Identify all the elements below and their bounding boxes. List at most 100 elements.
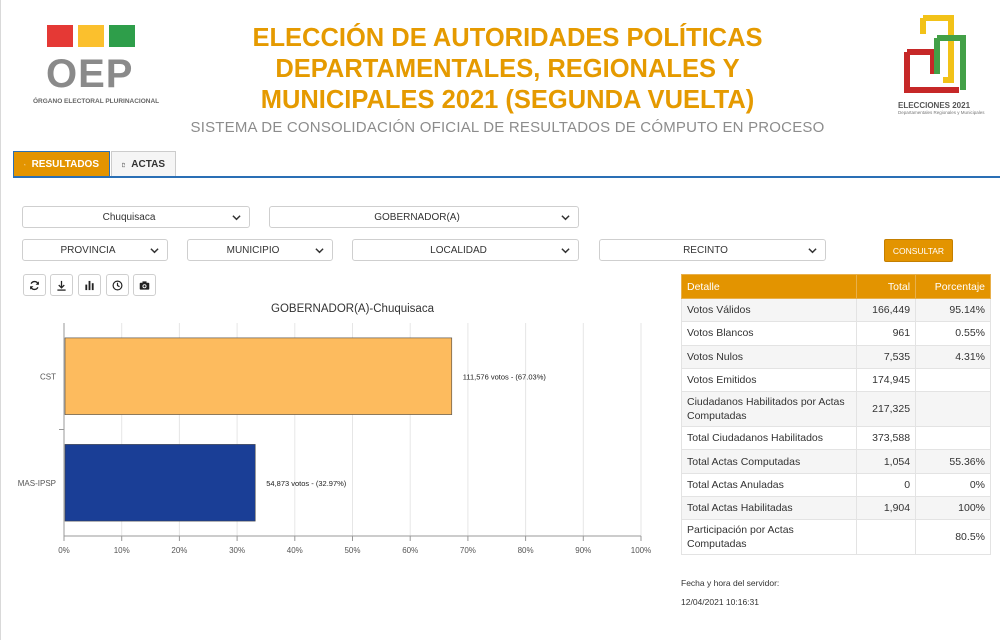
table-header-row: Detalle Total Porcentaje [680, 274, 991, 299]
cell-porcentaje [915, 367, 991, 393]
table-row: Votos Emitidos 174,945 [680, 367, 991, 393]
cell-detalle: Total Actas Habilitadas [680, 496, 858, 521]
provincia-select[interactable]: PROVINCIA [22, 239, 168, 261]
elecciones-logo-subtext: Departamentales Regionales y Municipales [898, 110, 985, 115]
cargo-select[interactable]: GOBERNADOR(A) [269, 206, 579, 228]
cell-porcentaje: 0% [915, 472, 991, 498]
cell-detalle: Participación por Actas Computadas [680, 519, 858, 556]
download-icon [57, 280, 66, 291]
x-tick-label: 60% [402, 546, 418, 555]
cell-total: 7,535 [856, 344, 917, 369]
bar-data-label: 111,576 votos - (67.03%) [463, 372, 547, 381]
oep-logo-subtitle: ÓRGANO ELECTORAL PLURINACIONAL [33, 98, 160, 105]
bar-data-label: 54,873 votos - (32.97%) [266, 479, 347, 488]
table-row: Total Ciudadanos Habilitados 373,588 [680, 426, 991, 451]
chart-title: GOBERNADOR(A)-Chuquisaca [271, 303, 434, 315]
title-line-1: ELECCIÓN DE AUTORIDADES POLÍTICAS [252, 24, 763, 52]
logo-red-square [47, 25, 73, 47]
cell-porcentaje [915, 426, 991, 451]
screenshot-button[interactable] [133, 274, 156, 296]
table-row: Ciudadanos Habilitados por Actas Computa… [680, 391, 991, 428]
history-button[interactable] [106, 274, 129, 296]
recinto-select-value: RECINTO [683, 244, 728, 256]
table-row: Votos Blancos 961 0.55% [680, 321, 991, 346]
table-row: Votos Nulos 7,535 4.31% [680, 344, 991, 369]
localidad-select-value: LOCALIDAD [430, 244, 487, 256]
localidad-select[interactable]: LOCALIDAD [352, 239, 579, 261]
title-line-2: DEPARTAMENTALES, REGIONALES Y [275, 55, 740, 83]
y-category-label: CST [40, 372, 56, 381]
table-row: Total Actas Anuladas 0 0% [680, 472, 991, 498]
x-tick-label: 70% [460, 546, 476, 555]
header-porcentaje: Porcentaje [915, 274, 991, 299]
table-row: Votos Válidos 166,449 95.14% [680, 297, 991, 323]
clock-icon [112, 280, 123, 290]
table-row: Total Actas Habilitadas 1,904 100% [680, 496, 991, 521]
server-datetime-label: Fecha y hora del servidor: [681, 578, 780, 588]
cell-detalle: Total Actas Computadas [680, 449, 858, 474]
cell-total: 166,449 [856, 297, 917, 323]
elecciones-logo-text: ELECCIONES 2021 [898, 101, 971, 110]
tab-actas-label: ACTAS [131, 159, 165, 170]
cell-detalle: Total Actas Anuladas [680, 472, 858, 498]
title-line-3: MUNICIPALES 2021 (SEGUNDA VUELTA) [260, 86, 755, 114]
download-button[interactable] [50, 274, 73, 296]
tab-underline [13, 176, 1000, 178]
tab-resultados-label: RESULTADOS [31, 159, 99, 170]
cell-porcentaje: 95.14% [915, 297, 991, 323]
cell-total: 1,054 [856, 449, 917, 474]
x-tick-label: 20% [171, 546, 187, 555]
cell-total: 174,945 [856, 367, 917, 393]
cell-porcentaje [915, 391, 991, 428]
cell-total: 0 [856, 472, 917, 498]
departamento-select[interactable]: Chuquisaca [22, 206, 250, 228]
results-bar-chart: 0% 10% 20% 30% 40% 50% 60% 70% 80% 90% 100% CST 111,… [18, 323, 651, 555]
page-border [0, 0, 1, 640]
consultar-button[interactable]: CONSULTAR [884, 239, 953, 262]
header-total: Total [856, 274, 917, 299]
departamento-select-value: Chuquisaca [102, 211, 156, 223]
tab-resultados[interactable]: RESULTADOS [13, 151, 110, 177]
tab-actas[interactable]: ACTAS [111, 151, 176, 177]
bar-mas-ipsp [64, 444, 256, 522]
results-table: Detalle Total Porcentaje Votos Válidos 16… [680, 274, 991, 556]
municipio-select[interactable]: MUNICIPIO [187, 239, 333, 261]
x-tick-label: 80% [518, 546, 534, 555]
chevron-down-icon [315, 248, 324, 254]
chart-type-button[interactable] [78, 274, 101, 296]
chevron-down-icon [232, 215, 241, 221]
x-tick-label: 90% [575, 546, 591, 555]
chevron-down-icon [561, 215, 570, 221]
cell-total: 373,588 [856, 426, 917, 451]
page-title: ELECCIÓN DE AUTORIDADES POLÍTICAS DEPART… [185, 23, 830, 116]
x-tick-label: 40% [287, 546, 303, 555]
logo-yellow-square [78, 25, 104, 47]
bar-cst [64, 337, 453, 415]
cell-detalle: Votos Blancos [680, 321, 858, 346]
cell-detalle: Votos Nulos [680, 344, 858, 369]
page-subtitle: SISTEMA DE CONSOLIDACIÓN OFICIAL DE RESU… [190, 119, 825, 136]
cell-total [856, 519, 917, 556]
cell-porcentaje: 4.31% [915, 344, 991, 369]
bar-chart-icon [24, 163, 26, 166]
cell-total: 1,904 [856, 496, 917, 521]
x-tick-label: 0% [58, 546, 70, 555]
results-table-body: Votos Válidos 166,449 95.14% Votos Blancos 9… [680, 297, 991, 556]
oep-logo-word: OEP [46, 52, 134, 96]
x-tick-label: 30% [229, 546, 245, 555]
cell-total: 961 [856, 321, 917, 346]
x-tick-label: 50% [344, 546, 360, 555]
cell-porcentaje: 0.55% [915, 321, 991, 346]
table-row: Total Actas Computadas 1,054 55.36% [680, 449, 991, 474]
table-row: Participación por Actas Computadas 80.5% [680, 519, 991, 556]
cell-total: 217,325 [856, 391, 917, 428]
municipio-select-value: MUNICIPIO [226, 244, 280, 256]
logo-green-square [109, 25, 135, 47]
header-detalle: Detalle [680, 274, 858, 299]
chevron-down-icon [561, 248, 570, 254]
elecciones-2021-logo: ELECCIONES 2021 Departamentales Regional… [893, 14, 988, 124]
refresh-button[interactable] [23, 274, 46, 296]
chevron-down-icon [150, 248, 159, 254]
recinto-select[interactable]: RECINTO [599, 239, 826, 261]
cell-porcentaje: 100% [915, 496, 991, 521]
